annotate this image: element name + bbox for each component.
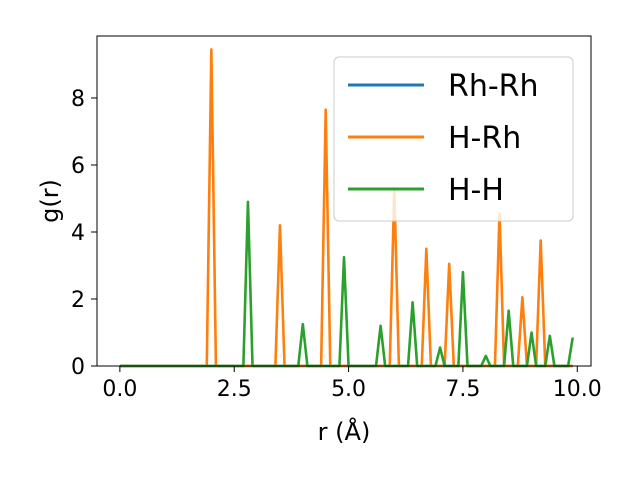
legend-box	[333, 56, 574, 222]
series-line-h-h	[119, 200, 574, 368]
y-tick-label: 2	[71, 288, 85, 313]
x-tick-label: 2.5	[217, 377, 252, 402]
legend: Rh-Rh H-Rh H-H	[333, 56, 574, 222]
legend-label-h-rh: H-Rh	[448, 121, 521, 156]
legend-label-h-h: H-H	[448, 173, 504, 208]
y-tick-label: 0	[71, 355, 85, 380]
series-line-h-rh	[119, 48, 573, 368]
axes-frame	[96, 35, 592, 367]
axes: 0.0 2.5 5.0 7.5 10.0 0 2 4 6 8	[71, 35, 602, 402]
x-tick-label: 7.5	[445, 377, 480, 402]
y-tick-label: 4	[71, 221, 85, 246]
x-tick-label: 0.0	[102, 377, 137, 402]
y-tick-label: 8	[71, 87, 85, 112]
y-tick-label: 6	[71, 154, 85, 179]
y-axis-label: g(r)	[36, 179, 64, 223]
legend-label-rh-rh: Rh-Rh	[448, 69, 539, 104]
x-tick-label: 10.0	[553, 377, 602, 402]
x-tick-label: 5.0	[331, 377, 366, 402]
x-axis-label: r (Å)	[318, 417, 371, 446]
